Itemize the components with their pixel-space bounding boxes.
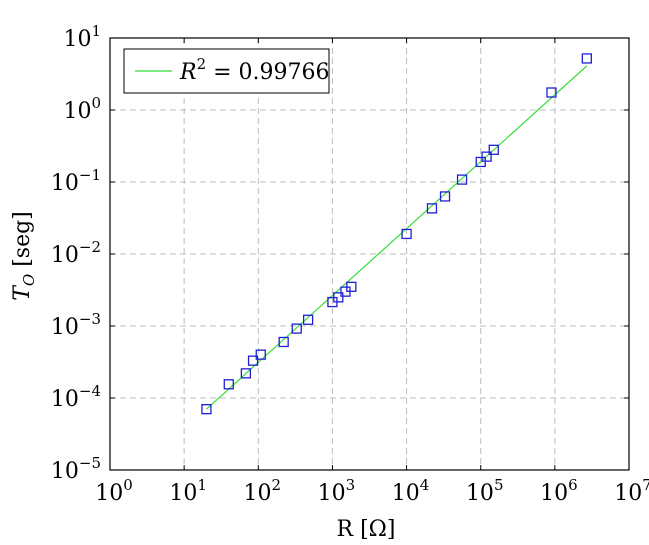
grid xyxy=(110,38,629,470)
tick-labels: 100 101 102 103 104 105 106 107 10−5 10−4 10−3 10−2… xyxy=(51,22,649,506)
data-point xyxy=(240,368,252,379)
data-point xyxy=(291,323,302,334)
legend-label-exp: 2 xyxy=(197,55,207,73)
y-axis-label-unit: [seg] xyxy=(10,211,35,274)
x-tick-label: 107 xyxy=(614,476,649,506)
legend-label-var: R xyxy=(179,60,197,85)
x-tick-label: 100 xyxy=(95,476,133,506)
y-axis-label-sub: O xyxy=(20,274,38,286)
data-point xyxy=(488,144,499,155)
data-point xyxy=(247,355,259,366)
data-point xyxy=(456,174,468,185)
data-point xyxy=(333,292,344,303)
x-tick-label: 106 xyxy=(540,476,578,506)
legend: R2 = 0.99766 xyxy=(123,48,330,94)
data-point xyxy=(475,156,486,168)
y-tick-label: 10−2 xyxy=(51,238,101,268)
y-tick-label: 10−3 xyxy=(51,310,101,340)
y-tick-label: 10−1 xyxy=(51,166,101,196)
y-axis-label: TO [seg] xyxy=(10,211,38,301)
fit-line-layer xyxy=(206,65,588,410)
data-point xyxy=(255,349,266,360)
y-tick-label: 101 xyxy=(63,22,101,52)
data-point xyxy=(346,281,357,292)
x-tick-label: 104 xyxy=(392,476,430,506)
x-tick-label: 101 xyxy=(169,476,207,506)
data-point xyxy=(223,379,234,390)
y-tick-label: 10−5 xyxy=(51,454,101,484)
x-tick-label: 102 xyxy=(244,476,282,506)
x-tick-label: 105 xyxy=(466,476,504,506)
data-markers xyxy=(201,53,592,415)
data-point xyxy=(278,336,289,348)
fit-line xyxy=(206,65,588,410)
x-axis-label: R [Ω] xyxy=(337,517,396,542)
y-axis-label-var: T xyxy=(10,284,35,301)
data-point xyxy=(481,151,492,162)
data-point xyxy=(201,404,212,415)
x-tick-label: 103 xyxy=(318,476,356,506)
data-point xyxy=(439,191,451,202)
data-point xyxy=(546,87,557,98)
data-point xyxy=(581,53,592,64)
data-point xyxy=(426,203,438,214)
y-tick-label: 100 xyxy=(63,94,101,124)
data-point xyxy=(302,314,314,325)
legend-label-value: = 0.99766 xyxy=(206,60,329,85)
data-point xyxy=(401,228,412,240)
legend-label: R2 = 0.99766 xyxy=(179,55,330,85)
y-tick-label: 10−4 xyxy=(51,382,101,412)
plot-frame xyxy=(109,37,630,471)
